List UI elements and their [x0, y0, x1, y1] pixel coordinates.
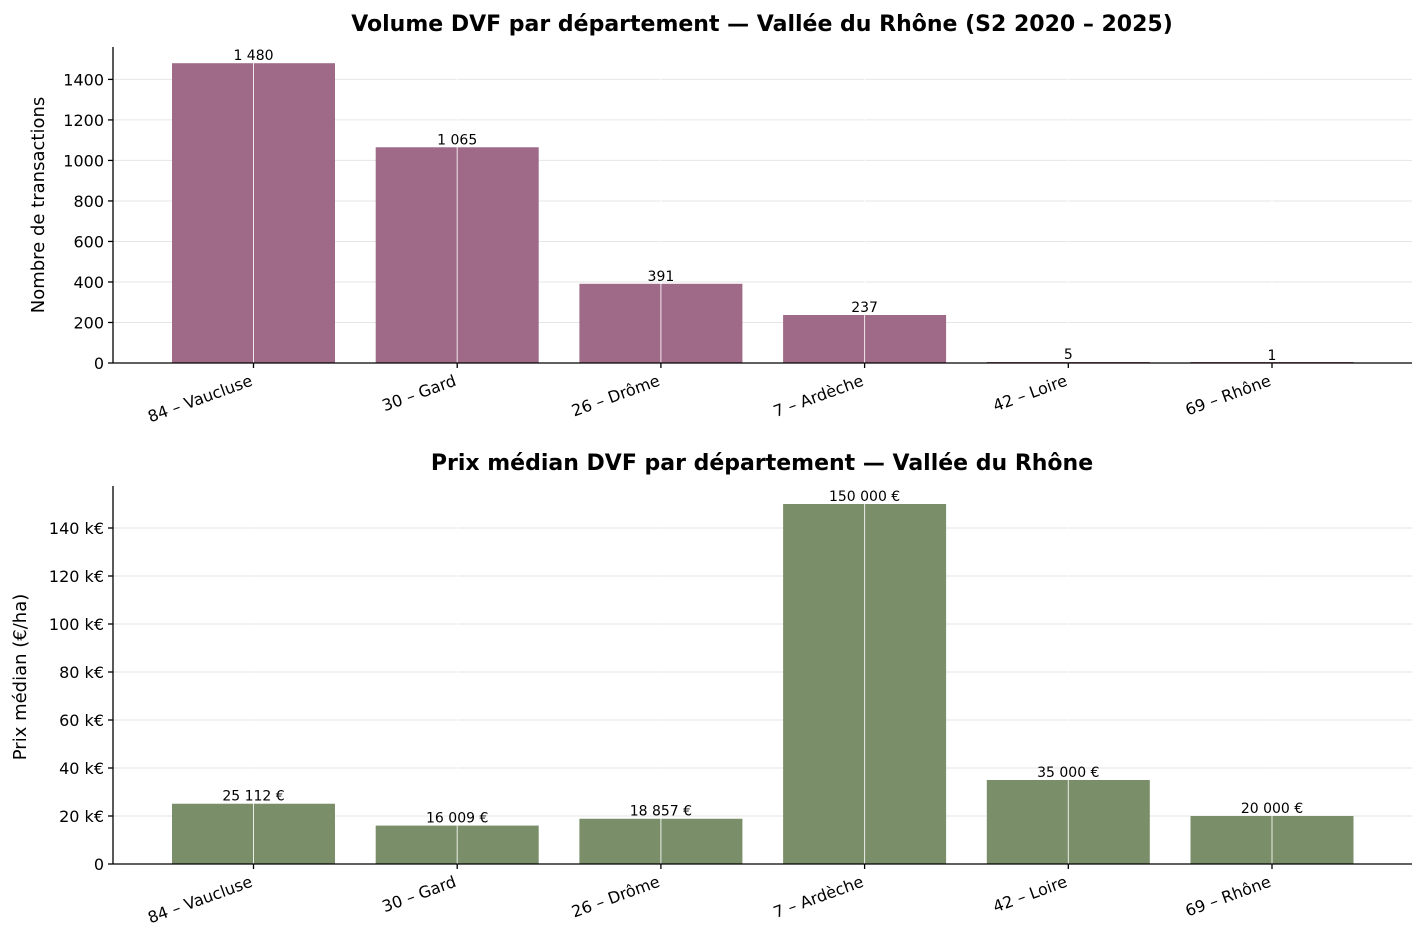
bars: [172, 63, 1354, 363]
y-tick-label: 100 k€: [49, 615, 104, 634]
data-label: 150 000 €: [829, 489, 900, 505]
y-axis-label: Nombre de transactions: [28, 97, 49, 314]
x-tick-label: 26 – Drôme: [569, 872, 662, 921]
y-tick-label: 40 k€: [59, 759, 104, 778]
y-tick-label: 140 k€: [49, 519, 104, 538]
data-label: 20 000 €: [1241, 801, 1303, 817]
data-label: 25 112 €: [222, 789, 284, 805]
y-tick-label: 1000: [63, 151, 104, 170]
bars: [172, 504, 1354, 864]
y-tick-label: 80 k€: [59, 663, 104, 682]
y-ticks: 0 20 k€ 40 k€ 60 k€ 80 k€ 100 k€ 120 k€ 140 k€: [49, 519, 113, 874]
y-tick-label: 20 k€: [59, 807, 104, 826]
x-tick-label: 42 – Loire: [990, 872, 1069, 916]
y-tick-label: 600: [73, 232, 104, 251]
y-tick-label: 60 k€: [59, 711, 104, 730]
data-label: 5: [1064, 347, 1073, 363]
data-label: 18 857 €: [630, 804, 692, 820]
x-ticks: 84 – Vaucluse 30 – Gard 26 – Drôme 7 – Ardè…: [145, 864, 1273, 927]
x-ticks: 84 – Vaucluse 30 – Gard 26 – Drôme 7 – Ardè…: [145, 363, 1273, 426]
chart-title: Prix médian DVF par département — Vallée…: [431, 451, 1093, 476]
x-tick-label: 30 – Gard: [380, 872, 459, 916]
x-tick-label: 84 – Vaucluse: [145, 371, 255, 426]
y-tick-label: 400: [73, 273, 104, 292]
data-labels: 25 112 € 16 009 € 18 857 € 150 000 € 35 000 …: [222, 489, 1303, 827]
y-tick-label: 0: [94, 354, 104, 373]
x-tick-label: 84 – Vaucluse: [145, 872, 255, 927]
y-tick-label: 120 k€: [49, 567, 104, 586]
x-tick-label: 42 – Loire: [990, 371, 1069, 415]
x-tick-label: 26 – Drôme: [569, 371, 662, 420]
y-tick-label: 800: [73, 192, 104, 211]
y-tick-label: 1400: [63, 70, 104, 89]
y-ticks: 0 200 400 600 800 1000 1200 1400: [63, 70, 113, 373]
grid-lines: [113, 527, 1412, 817]
v-gridlines: [253, 47, 1273, 363]
y-tick-label: 1200: [63, 111, 104, 130]
y-tick-label: 200: [73, 313, 104, 332]
x-tick-label: 69 – Rhône: [1183, 872, 1274, 920]
price-chart: Prix médian DVF par département — Vallée…: [10, 451, 1412, 927]
x-tick-label: 30 – Gard: [380, 371, 459, 415]
y-axis-label: Prix médian (€/ha): [10, 594, 31, 761]
data-label: 1 480: [233, 48, 273, 64]
data-labels: 1 480 1 065 391 237 5 1: [233, 48, 1276, 364]
x-tick-label: 69 – Rhône: [1183, 371, 1274, 419]
volume-chart: Volume DVF par département — Vallée du R…: [28, 12, 1412, 426]
data-label: 35 000 €: [1037, 765, 1099, 781]
data-label: 1: [1268, 348, 1277, 364]
chart-title: Volume DVF par département — Vallée du R…: [351, 12, 1173, 37]
v-gridlines: [253, 486, 1273, 864]
data-label: 391: [648, 269, 675, 285]
x-tick-label: 7 – Ardèche: [771, 872, 866, 922]
data-label: 237: [851, 300, 878, 316]
y-tick-label: 0: [94, 855, 104, 874]
x-tick-label: 7 – Ardèche: [771, 371, 866, 421]
data-label: 1 065: [437, 132, 477, 148]
data-label: 16 009 €: [426, 811, 488, 827]
